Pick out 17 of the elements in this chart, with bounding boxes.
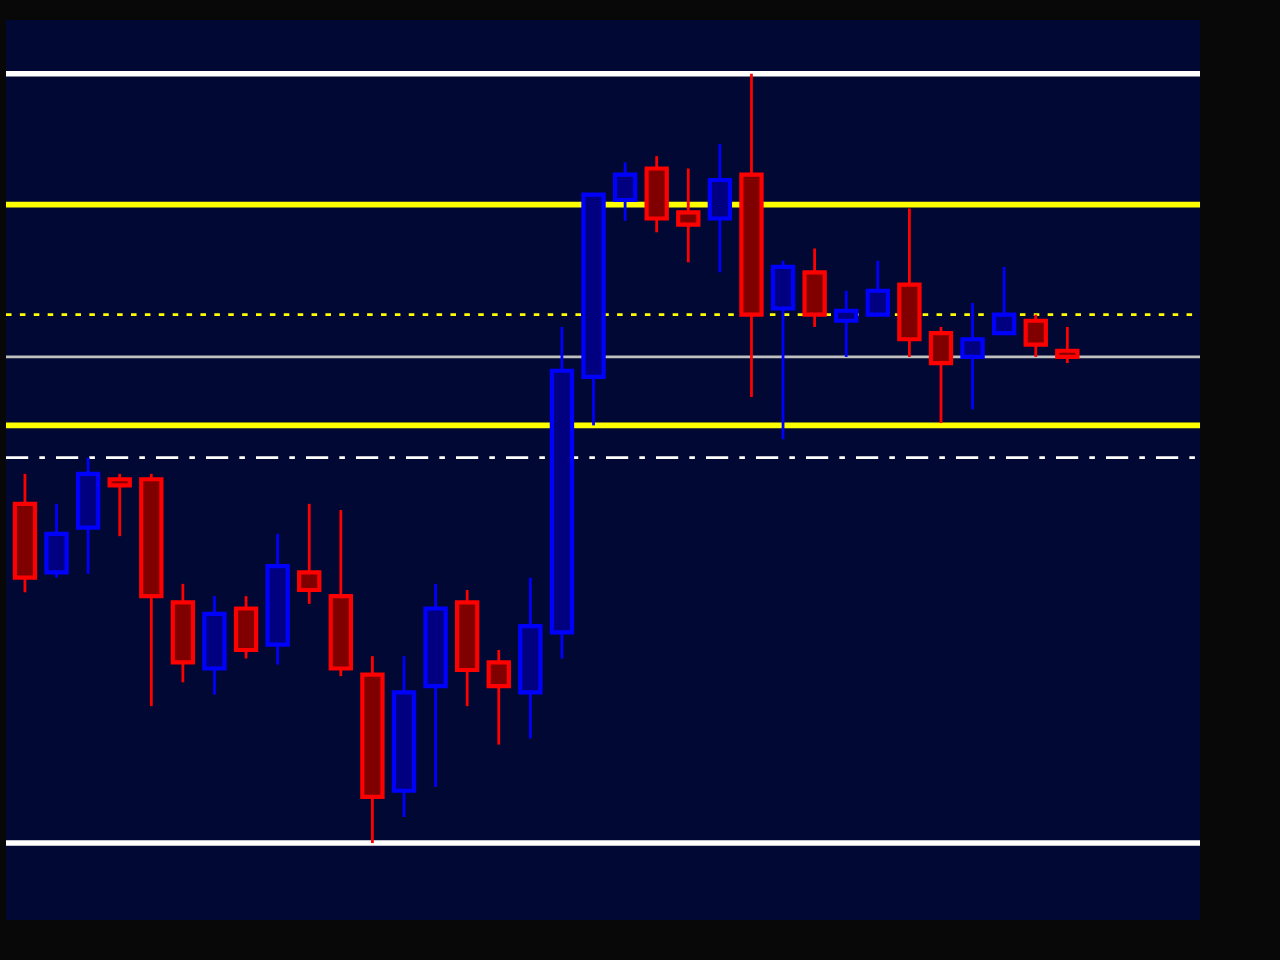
candlestick bbox=[486, 648, 511, 747]
candlestick bbox=[834, 289, 859, 359]
candlestick bbox=[865, 259, 891, 317]
candlestick bbox=[770, 259, 796, 441]
candlestick bbox=[707, 142, 733, 274]
candlestick bbox=[802, 247, 827, 329]
candlestick bbox=[1023, 313, 1048, 359]
candlestick bbox=[991, 265, 1017, 336]
candlestick bbox=[928, 325, 954, 425]
candlestick bbox=[960, 301, 985, 411]
candlestick bbox=[676, 167, 701, 264]
candlestick bbox=[297, 502, 322, 606]
candlestick bbox=[1055, 325, 1080, 365]
candlestick bbox=[233, 594, 259, 660]
candlestick bbox=[107, 472, 132, 538]
candlestick bbox=[44, 502, 69, 580]
candlestick bbox=[612, 160, 638, 223]
